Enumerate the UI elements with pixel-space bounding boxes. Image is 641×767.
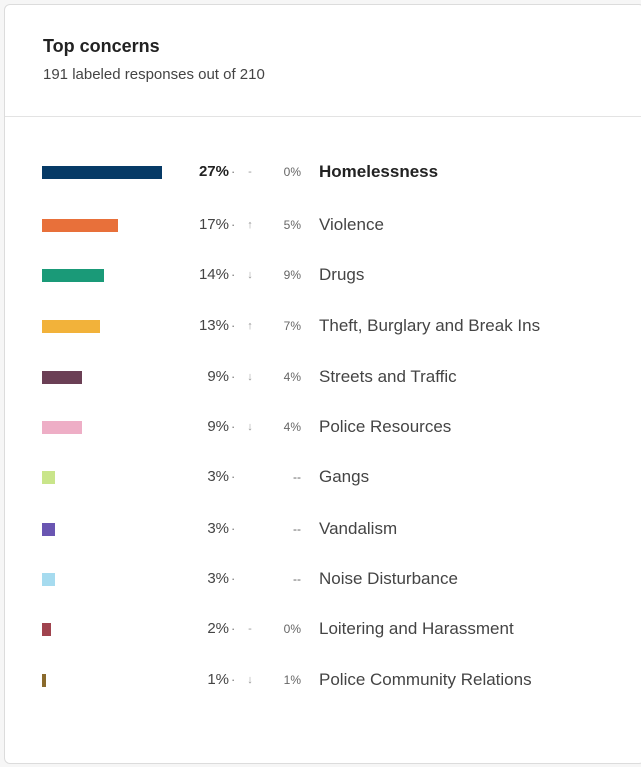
top-concerns-card: Top concerns 191 labeled responses out o… <box>4 4 641 764</box>
concern-bar <box>42 421 82 434</box>
concern-bar <box>42 674 47 687</box>
concern-change: 9% <box>283 268 301 282</box>
concern-change: 0% <box>283 622 301 636</box>
arrow-down-icon: ↓ <box>247 421 253 433</box>
concern-percent: 3% <box>207 520 229 537</box>
concern-label: Drugs <box>319 265 365 284</box>
concern-row: 13% · ↑ 7% Theft, Burglary and Break Ins <box>5 314 641 338</box>
separator-dot: · <box>231 318 236 333</box>
concern-label: Gangs <box>319 467 370 486</box>
dash-icon: - <box>248 166 252 178</box>
concern-change: -- <box>293 522 301 536</box>
concern-percent: 13% <box>198 317 229 334</box>
separator-dot: · <box>231 672 236 687</box>
arrow-down-icon: ↓ <box>247 371 253 383</box>
concern-percent: 27% <box>198 163 229 180</box>
arrow-down-icon: ↓ <box>247 269 253 281</box>
separator-dot: · <box>231 521 236 536</box>
concern-change: -- <box>293 572 301 586</box>
card-header: Top concerns 191 labeled responses out o… <box>5 5 641 117</box>
separator-dot: · <box>231 369 236 384</box>
concern-percent: 2% <box>207 620 229 637</box>
concern-label: Theft, Burglary and Break Ins <box>319 316 541 335</box>
concern-row: 9% · ↓ 4% Streets and Traffic <box>5 365 641 389</box>
concern-change: 4% <box>283 420 301 434</box>
separator-dot: · <box>231 571 236 586</box>
concern-row: 3% · -- Gangs <box>5 465 641 489</box>
separator-dot: · <box>231 217 236 232</box>
concern-change: 5% <box>283 218 301 232</box>
concern-label: Violence <box>319 215 384 234</box>
concern-bar <box>42 623 51 636</box>
concern-change: -- <box>293 470 301 484</box>
concern-percent: 1% <box>207 671 229 688</box>
concern-change: 7% <box>283 319 301 333</box>
card-title: Top concerns <box>43 36 160 56</box>
separator-dot: · <box>231 267 236 282</box>
concern-bar <box>42 523 56 536</box>
concern-label: Loitering and Harassment <box>319 619 514 638</box>
concern-percent: 17% <box>198 216 229 233</box>
concern-bar <box>42 573 56 586</box>
concern-change: 1% <box>283 673 301 687</box>
concern-label: Streets and Traffic <box>319 367 457 386</box>
separator-dot: · <box>231 419 236 434</box>
concern-percent: 9% <box>207 418 229 435</box>
concern-bar <box>42 269 105 282</box>
concern-row: 14% · ↓ 9% Drugs <box>5 263 641 287</box>
concern-label: Homelessness <box>319 162 439 181</box>
separator-dot: · <box>231 621 236 636</box>
concern-row: 9% · ↓ 4% Police Resources <box>5 415 641 439</box>
separator-dot: · <box>231 469 236 484</box>
concern-label: Noise Disturbance <box>319 569 458 588</box>
concern-bar <box>42 166 162 179</box>
separator-dot: · <box>231 164 236 179</box>
concern-bar <box>42 320 100 333</box>
concern-row: 1% · ↓ 1% Police Community Relations <box>5 668 641 692</box>
concern-row: 3% · -- Vandalism <box>5 517 641 541</box>
concern-bar <box>42 219 118 232</box>
arrow-up-icon: ↑ <box>247 219 253 231</box>
concern-row: 17% · ↑ 5% Violence <box>5 213 641 237</box>
concern-percent: 3% <box>207 570 229 587</box>
concern-bar <box>42 471 56 484</box>
concern-label: Police Community Relations <box>319 670 532 689</box>
arrow-up-icon: ↑ <box>247 320 253 332</box>
dash-icon: - <box>248 623 252 635</box>
concern-row: 27% · - 0% Homelessness <box>5 160 641 184</box>
concern-change: 0% <box>283 165 301 179</box>
concern-percent: 3% <box>207 468 229 485</box>
arrow-down-icon: ↓ <box>247 674 253 686</box>
concern-bar <box>42 371 82 384</box>
concern-label: Vandalism <box>319 519 398 538</box>
concern-percent: 9% <box>207 368 229 385</box>
concern-change: 4% <box>283 370 301 384</box>
concern-percent: 14% <box>198 266 229 283</box>
card-subtitle: 191 labeled responses out of 210 <box>43 66 265 83</box>
concern-row: 3% · -- Noise Disturbance <box>5 567 641 591</box>
concern-label: Police Resources <box>319 417 452 436</box>
concern-row: 2% · - 0% Loitering and Harassment <box>5 617 641 641</box>
